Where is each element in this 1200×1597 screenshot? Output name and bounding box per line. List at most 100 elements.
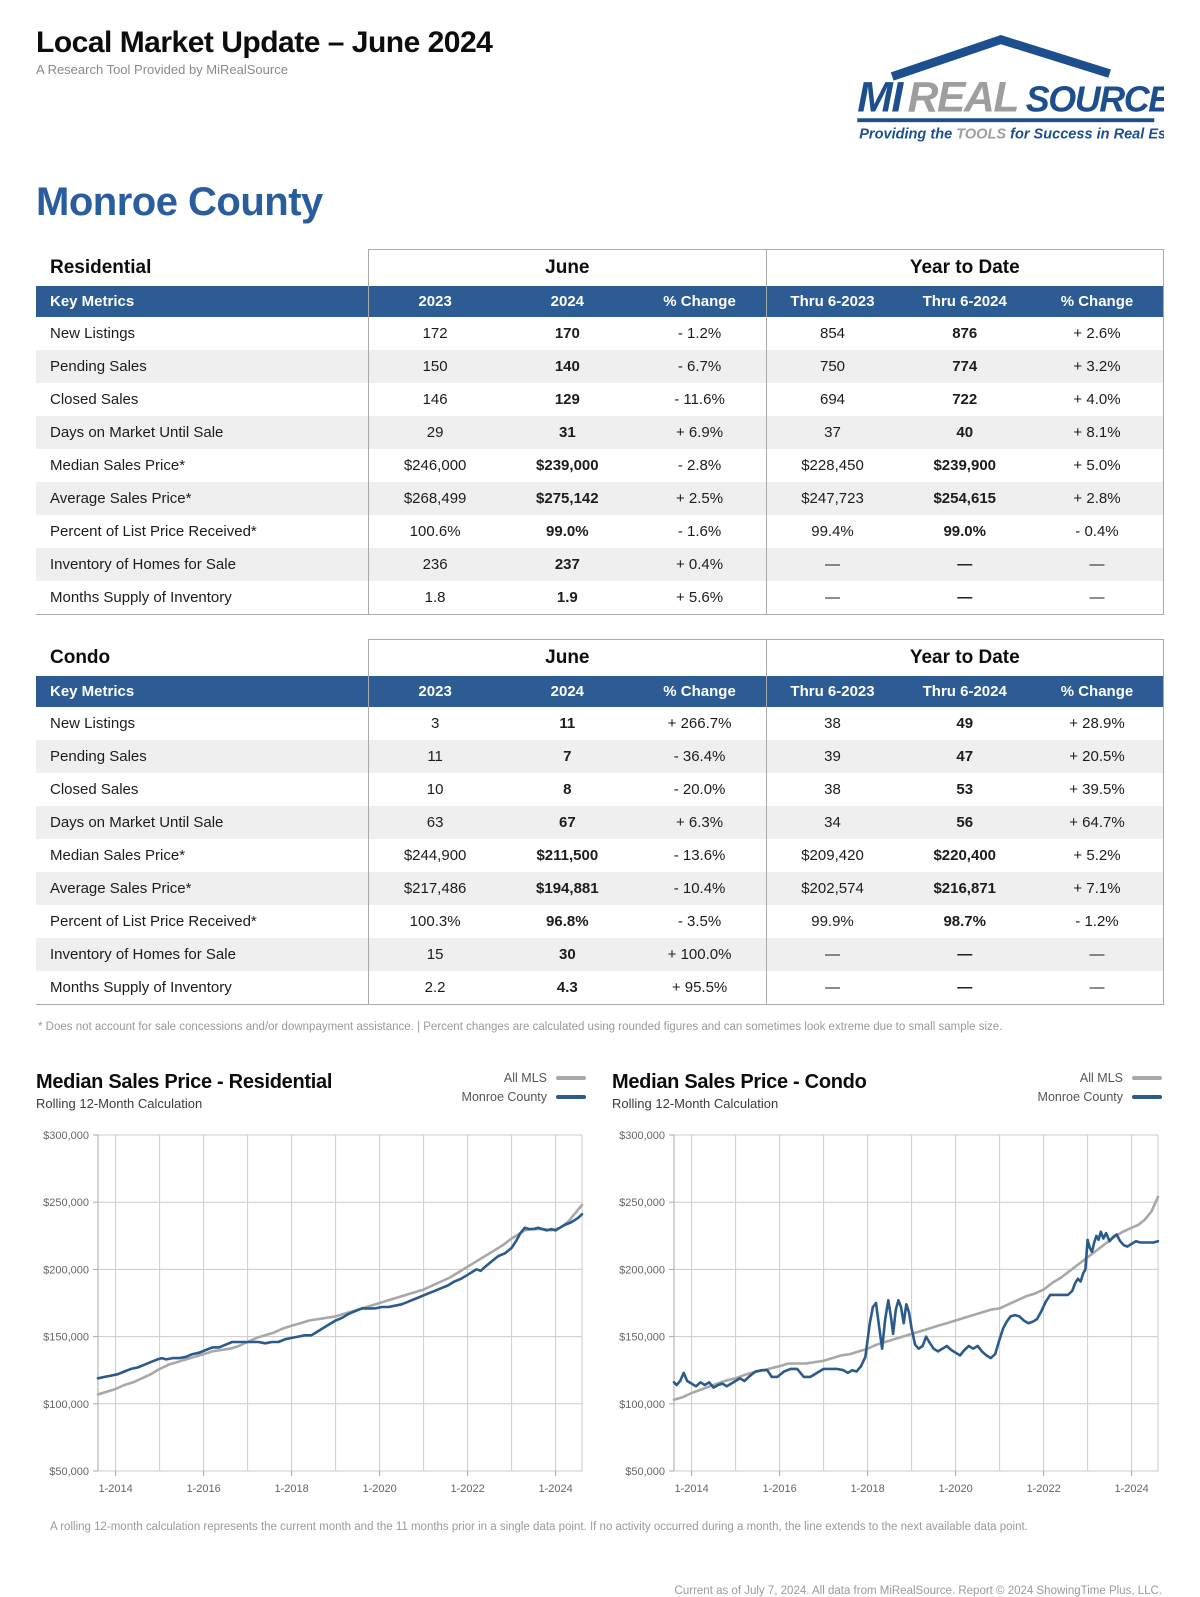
metric-value: —: [898, 938, 1031, 972]
metric-value: - 1.2%: [1030, 905, 1164, 939]
column-header: Key Metrics: [36, 286, 369, 318]
table-row: Days on Market Until Sale 63 67 + 6.3% 34 56 +…: [36, 806, 1164, 840]
metric-label: Average Sales Price*: [36, 482, 369, 516]
metric-value: + 2.6%: [1030, 317, 1164, 351]
table-section-title: Residential: [50, 257, 152, 279]
column-header: 2024: [501, 286, 634, 318]
mirealsource-logo: MI REAL SOURCE Providing the TOOLS for Suc…: [857, 35, 1164, 143]
logo-tagline-tools: TOOLS: [956, 127, 1006, 143]
metric-value: 11: [559, 715, 576, 733]
charts-row: Median Sales Price - Residential Rolling…: [36, 1071, 1164, 1513]
metric-value: 100.6%: [368, 515, 502, 549]
column-header: 2023: [368, 676, 502, 708]
metric-label: Inventory of Homes for Sale: [36, 548, 369, 582]
metric-label: Days on Market Until Sale: [36, 416, 369, 450]
y-axis-label: $50,000: [49, 1466, 89, 1478]
metric-label: Months Supply of Inventory: [36, 581, 369, 616]
metric-value: - 3.5%: [677, 913, 722, 931]
metric-value: 150: [368, 350, 502, 384]
column-group-label: June: [368, 639, 767, 677]
metric-label: New Listings: [50, 325, 136, 343]
table-group-row: Residential June Year to Date: [36, 249, 1165, 287]
metric-value: —: [898, 548, 1031, 582]
metric-value: 99.4%: [765, 515, 899, 549]
metric-label: Pending Sales: [36, 740, 369, 774]
table-row: Inventory of Homes for Sale 236 237 + 0.4% —…: [36, 548, 1164, 582]
x-axis-label: 1-2014: [98, 1483, 132, 1495]
chart-legend: All MLS Monroe County: [1038, 1071, 1162, 1109]
chart-residential: Median Sales Price - Residential Rolling…: [36, 1071, 588, 1513]
table-row: Pending Sales 11 7- 36.4% 39 47 + 20.5%: [36, 740, 1164, 774]
chart-title: Median Sales Price - Condo: [612, 1071, 867, 1094]
metric-value: + 5.6%: [633, 581, 767, 616]
metric-label: New Listings: [50, 715, 136, 733]
logo-source: SOURCE: [1026, 78, 1164, 119]
x-axis-label: 1-2016: [186, 1483, 220, 1495]
metric-value: —: [765, 581, 899, 616]
chart-subtitle: Rolling 12-Month Calculation: [612, 1096, 779, 1112]
all-mls-line-swatch: [1132, 1076, 1162, 1081]
report-header: Local Market Update – June 2024 A Resear…: [36, 26, 1164, 146]
metric-value: 96.8%: [546, 913, 589, 931]
y-axis-label: $200,000: [43, 1265, 89, 1277]
chart-title: Median Sales Price - Residential: [36, 1071, 333, 1094]
metric-value: —: [898, 971, 1031, 1006]
metric-value: $244,900: [368, 839, 502, 873]
logo-tagline: Providing the TOOLS for Success in Real …: [859, 127, 1164, 143]
metric-value: 170: [554, 325, 580, 343]
legend-label-all-mls: All MLS: [503, 1071, 547, 1086]
legend-label-monroe-county: Monroe County: [461, 1090, 547, 1105]
x-axis-label: 1-2020: [938, 1483, 972, 1495]
metric-value: $246,000: [368, 449, 502, 483]
metric-value: + 8.1%: [1030, 416, 1164, 450]
metric-value: - 36.4%: [633, 740, 767, 774]
metric-value: 146: [368, 383, 502, 417]
metric-value: 774: [898, 350, 1031, 384]
metric-value: $268,499: [368, 482, 502, 516]
logo-wordmark: MI REAL SOURCE: [857, 73, 1164, 121]
metric-value: + 7.1%: [1030, 872, 1164, 906]
metric-value: 876: [952, 325, 978, 343]
metric-value: - 1.2%: [677, 325, 722, 343]
metric-label: Average Sales Price*: [36, 872, 369, 906]
legend-entry-monroe-county: Monroe County: [462, 1090, 586, 1104]
metric-label: Percent of List Price Received*: [50, 913, 257, 931]
metric-value: + 6.3%: [633, 806, 767, 840]
column-header: % Change: [633, 286, 767, 318]
metric-label: Inventory of Homes for Sale: [36, 938, 369, 972]
metric-value: + 266.7%: [667, 715, 732, 733]
metric-value: - 11.6%: [674, 391, 725, 409]
y-axis-label: $300,000: [43, 1130, 89, 1142]
metric-value: + 64.7%: [1030, 806, 1164, 840]
median-sales-price-condo-plot: $300,000 $250,000 $200,000 $150,000 $100,000…: [619, 1130, 1160, 1495]
metric-value: $247,723: [765, 482, 899, 516]
metric-value: - 2.8%: [677, 457, 722, 475]
metric-value: 98.7%: [943, 913, 986, 931]
series-line-all-mls: [672, 1195, 1160, 1402]
metric-value: $254,615: [898, 482, 1031, 516]
table-row: Percent of List Price Received* 100.6% 99.…: [36, 515, 1164, 549]
metric-value: - 1.6%: [677, 523, 722, 541]
legend-label-monroe-county: Monroe County: [1037, 1090, 1123, 1105]
metric-value: 7: [501, 740, 634, 774]
metric-value: 1.9: [501, 581, 634, 616]
metric-value: + 6.9%: [633, 416, 767, 450]
logo-rule: [857, 118, 1155, 123]
metric-value: 56: [898, 806, 1031, 840]
metric-value: + 0.4%: [633, 548, 767, 582]
residential-metrics-table: Residential June Year to Date Key Metrics 20…: [36, 249, 1165, 616]
metric-value: 3: [368, 707, 502, 741]
column-header: Thru 6-2023: [765, 286, 899, 318]
metric-value: 722: [952, 391, 978, 409]
metric-value: 99.9%: [765, 905, 899, 939]
column-group-label: Year to Date: [765, 249, 1165, 287]
logo-mi: MI: [857, 73, 904, 121]
metric-value: $275,142: [501, 482, 634, 516]
metric-value: 694: [765, 383, 899, 417]
metric-value: - 0.4%: [1030, 515, 1164, 549]
metric-value: 129: [554, 391, 580, 409]
column-header: % Change: [1030, 286, 1164, 318]
table-row: New Listings 3 11 + 266.7% 38 49 + 28.9%: [36, 707, 1164, 741]
x-axis-label: 1-2022: [1026, 1483, 1060, 1495]
metric-value: 67: [501, 806, 634, 840]
